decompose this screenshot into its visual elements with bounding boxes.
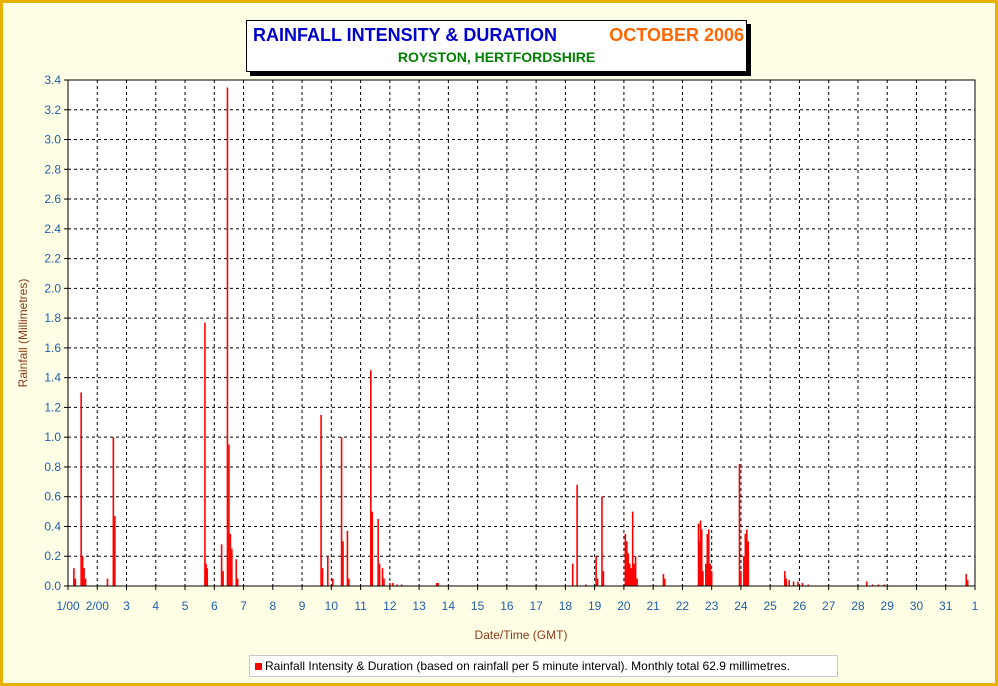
y-axis-ticks: 0.0 0.2 0.4 0.6 0.8 1.0 1.2 1.4 1.6 1.8 2.0 2.2 2.4 2… (44, 73, 68, 593)
plot-border (67, 79, 976, 587)
x-tick-label: 20 (617, 599, 631, 613)
y-tick-label: 2.6 (44, 192, 61, 206)
y-tick-label: 3.2 (44, 103, 61, 117)
x-tick-label: 25 (764, 599, 778, 613)
y-tick-label: 1.8 (44, 311, 61, 325)
x-tick-label: 8 (269, 599, 276, 613)
x-tick-label: 3 (123, 599, 130, 613)
x-tick-label: 5 (182, 599, 189, 613)
x-tick-label: 19 (588, 599, 602, 613)
y-tick-label: 1.0 (44, 430, 61, 444)
chart-title: RAINFALL INTENSITY & DURATION (253, 25, 558, 45)
x-tick-label: 26 (793, 599, 807, 613)
y-tick-label: 0.4 (44, 519, 61, 533)
grid-lines (68, 79, 975, 586)
x-tick-label: 29 (881, 599, 895, 613)
x-axis-ticks: 1/00 2/00 3 4 5 6 7 8 9 10 11 12 13 14 15 16 17 18 19 20 21 2… (56, 586, 979, 613)
y-tick-label: 1.6 (44, 341, 61, 355)
x-tick-label: 28 (851, 599, 865, 613)
x-tick-label: 23 (705, 599, 719, 613)
y-tick-label: 2.0 (44, 281, 61, 295)
y-tick-label: 2.4 (44, 222, 61, 236)
x-tick-label: 16 (500, 599, 514, 613)
x-tick-label: 1/00 (56, 599, 80, 613)
x-tick-label: 9 (299, 599, 306, 613)
x-tick-label: 4 (152, 599, 159, 613)
x-tick-label: 21 (646, 599, 660, 613)
x-tick-label: 30 (910, 599, 924, 613)
y-tick-label: 0.2 (44, 549, 61, 563)
legend-label: Rainfall Intensity & Duration (based on … (265, 659, 790, 673)
x-tick-label: 6 (211, 599, 218, 613)
chart-subtitle: ROYSTON, HERTFORDSHIRE (397, 49, 596, 65)
x-tick-label: 14 (442, 599, 456, 613)
y-tick-label: 2.8 (44, 162, 61, 176)
x-tick-label: 10 (325, 599, 339, 613)
x-tick-label: 24 (734, 599, 748, 613)
legend: Rainfall Intensity & Duration (based on … (249, 655, 838, 677)
chart-title-box: RAINFALL INTENSITY & DURATION OCTOBER 20… (246, 20, 747, 72)
y-tick-label: 0.6 (44, 490, 61, 504)
x-tick-label: 12 (383, 599, 397, 613)
y-tick-label: 1.2 (44, 400, 61, 414)
x-tick-label: 1 (972, 599, 979, 613)
y-tick-label: 3.4 (44, 73, 61, 87)
x-axis-title: Date/Time (GMT) (475, 628, 568, 642)
y-tick-label: 1.4 (44, 371, 61, 385)
x-tick-label: 2/00 (86, 599, 110, 613)
x-tick-label: 7 (240, 599, 247, 613)
x-tick-label: 27 (822, 599, 836, 613)
plot-area (68, 80, 975, 586)
y-tick-label: 2.2 (44, 252, 61, 266)
x-tick-label: 15 (471, 599, 485, 613)
x-tick-label: 13 (412, 599, 426, 613)
chart-title-date: OCTOBER 2006 (609, 25, 744, 45)
x-tick-label: 31 (939, 599, 953, 613)
y-tick-label: 3.0 (44, 133, 61, 147)
x-tick-label: 17 (529, 599, 543, 613)
x-tick-label: 18 (559, 599, 573, 613)
y-axis-title: Rainfall (Millimetres) (16, 279, 30, 388)
x-tick-label: 22 (676, 599, 690, 613)
y-tick-label: 0.8 (44, 460, 61, 474)
legend-swatch (255, 663, 262, 670)
x-tick-label: 11 (354, 599, 367, 613)
y-tick-label: 0.0 (44, 579, 61, 593)
